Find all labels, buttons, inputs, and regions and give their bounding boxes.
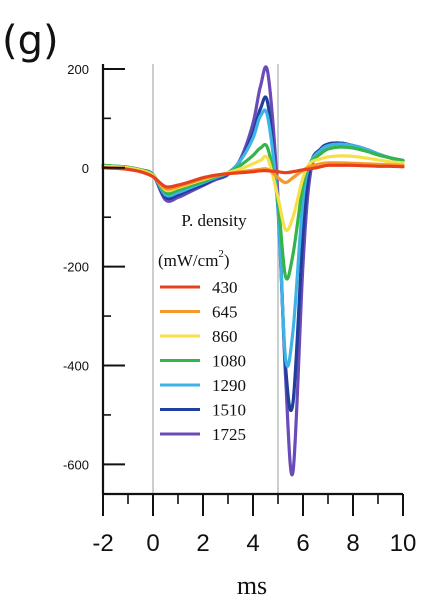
- legend-label-430: 430: [212, 278, 238, 297]
- y-tick-label-200: 200: [67, 62, 89, 77]
- x-tick-label-0: 0: [146, 530, 159, 557]
- legend-label-645: 645: [212, 303, 238, 322]
- x-tick-label-10: 10: [390, 530, 417, 557]
- y-tick-label--200: -200: [63, 260, 89, 275]
- x-tick-label--2: -2: [92, 530, 113, 557]
- series-line-1725: [101, 65, 405, 477]
- x-tick-label-2: 2: [196, 530, 209, 557]
- y-tick-label--400: -400: [63, 358, 89, 373]
- legend-label-1080: 1080: [212, 352, 246, 371]
- legend-title: P. density: [181, 211, 247, 230]
- x-tick-label-6: 6: [296, 530, 309, 557]
- vertical-markers: [152, 64, 279, 494]
- legend-label-1510: 1510: [212, 401, 246, 420]
- legend-unit: (mW/cm2): [158, 248, 230, 270]
- y-tick-label-0: 0: [82, 161, 89, 176]
- legend: P. density (mW/cm2) 430 645 860 1080 1290 1510 1…: [158, 211, 247, 444]
- y-tick-label--600: -600: [63, 457, 89, 472]
- x-tick-label-8: 8: [346, 530, 359, 557]
- series-line-430: [101, 163, 405, 189]
- panel-label: (g): [2, 18, 59, 64]
- x-tick-label-4: 4: [246, 530, 259, 557]
- legend-label-1725: 1725: [212, 425, 246, 444]
- series-line-1510: [101, 95, 405, 412]
- series-layer: [101, 65, 405, 477]
- legend-label-1290: 1290: [212, 376, 246, 395]
- x-axis-label: ms: [237, 571, 267, 600]
- axes: 200 0 -200 -400 -600 -2 0 2 4 6 8 10: [63, 62, 416, 557]
- legend-label-860: 860: [212, 327, 238, 346]
